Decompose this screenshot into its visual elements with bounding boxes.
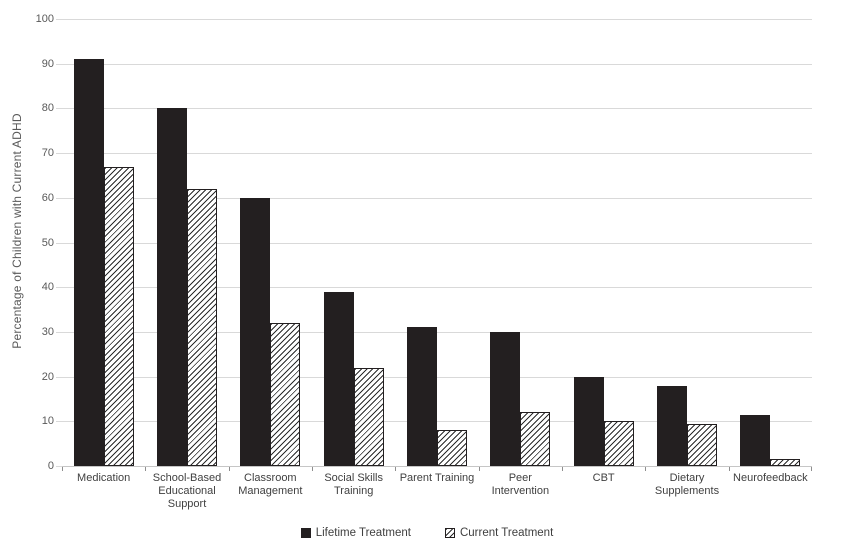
gridline [62, 63, 812, 65]
legend-label: Lifetime Treatment [315, 527, 411, 539]
y-axis-tick-label: 10 [41, 415, 54, 428]
gridline [62, 108, 812, 110]
y-axis-tick [56, 63, 62, 65]
legend: Lifetime Treatment Current Treatment [0, 527, 854, 539]
current-treatment-bar [103, 166, 134, 466]
x-axis-category-label: Dietary Supplements [654, 472, 720, 497]
gridline [62, 242, 812, 244]
current-treatment-bar [270, 322, 301, 466]
y-axis-tick-label: 50 [41, 236, 54, 249]
x-axis-tick [145, 467, 147, 471]
x-axis-tick [645, 467, 647, 471]
current-treatment-bar [687, 423, 717, 466]
x-axis-category-label: Medication [77, 472, 131, 484]
y-axis-tick [56, 153, 62, 155]
lifetime-treatment-bar [573, 376, 604, 466]
y-axis-tick-label: 100 [35, 13, 54, 25]
y-axis-tick [56, 242, 62, 244]
x-axis-category-label: Social Skills Training [324, 472, 383, 497]
x-axis-tick [478, 467, 480, 471]
current-treatment-bar [770, 459, 801, 466]
y-axis-tick-label: 40 [41, 281, 54, 294]
current-treatment-bar [520, 412, 551, 466]
x-axis-line [62, 466, 812, 467]
current-treatment-bar [187, 188, 217, 466]
x-axis-category-label: School-Based Educational Support [152, 472, 222, 510]
y-axis-tick [56, 287, 62, 289]
x-axis-tick [811, 467, 812, 471]
x-axis-tick [728, 467, 730, 471]
gridline [62, 287, 812, 289]
lifetime-treatment-bar [240, 197, 271, 466]
y-axis-tick [56, 376, 62, 378]
lifetime-treatment-bar [157, 108, 187, 466]
legend-item: Lifetime Treatment [300, 527, 411, 539]
gridline [62, 197, 812, 199]
lifetime-treatment-bar [73, 59, 104, 466]
legend-item: Current Treatment [444, 527, 554, 539]
x-axis-category-label: Peer Intervention [491, 472, 550, 497]
x-axis-tick [62, 467, 63, 471]
gridline [62, 153, 812, 155]
x-axis-category-label: Neurofeedback [733, 472, 808, 484]
current-treatment-bar [353, 367, 384, 466]
hatched-square-icon [444, 528, 455, 538]
solid-square-icon [300, 528, 311, 538]
gridline [62, 19, 812, 20]
lifetime-treatment-bar [323, 291, 354, 466]
x-axis-tick [312, 467, 313, 471]
gridline [62, 376, 812, 378]
y-axis-tick [56, 331, 62, 333]
y-axis-tick [56, 421, 62, 423]
current-treatment-bar [437, 430, 467, 466]
x-axis-category-label: CBT [592, 472, 615, 484]
y-axis-tick-label: 60 [41, 191, 54, 204]
y-axis-tick-label: 80 [41, 102, 54, 115]
current-treatment-bar [603, 421, 634, 466]
y-axis-tick-label: 30 [41, 325, 54, 338]
lifetime-treatment-bar [740, 414, 771, 466]
x-axis-category-label: Parent Training [399, 472, 475, 484]
gridline [62, 331, 812, 333]
y-axis-tick [56, 197, 62, 199]
y-axis-tick [56, 466, 62, 467]
y-axis-tick-label: 90 [41, 57, 54, 70]
x-axis-tick [395, 467, 397, 471]
y-axis-tick [56, 19, 62, 20]
x-axis-tick [228, 467, 230, 471]
gridline [62, 421, 812, 423]
lifetime-treatment-bar [657, 385, 687, 466]
lifetime-treatment-bar [407, 327, 437, 466]
y-axis-tick [56, 108, 62, 110]
x-axis-tick [562, 467, 563, 471]
y-axis-tick-label: 20 [41, 370, 54, 383]
y-axis-tick-label: 0 [47, 460, 54, 472]
lifetime-treatment-bar [490, 331, 521, 466]
x-axis-category-label: Classroom Management [238, 472, 303, 497]
y-axis-tick-label: 70 [41, 147, 54, 160]
legend-label: Current Treatment [459, 527, 554, 539]
